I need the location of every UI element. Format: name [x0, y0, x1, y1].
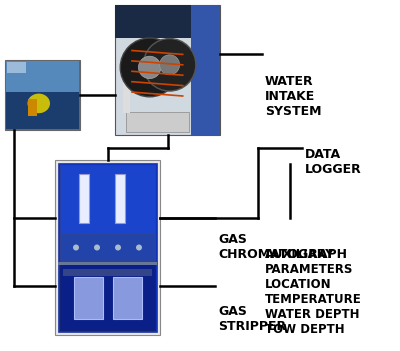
Bar	[74, 277, 103, 319]
Bar	[58, 163, 157, 332]
Bar	[123, 77, 130, 113]
Bar	[126, 112, 188, 132]
Circle shape	[138, 56, 161, 79]
Circle shape	[73, 245, 79, 251]
Bar	[60, 233, 155, 260]
Text: WATER
INTAKE
SYSTEM: WATER INTAKE SYSTEM	[265, 75, 322, 118]
Bar	[6, 92, 79, 129]
Circle shape	[115, 245, 121, 251]
Text: DATA
LOGGER: DATA LOGGER	[305, 148, 362, 176]
Circle shape	[160, 55, 180, 75]
Bar	[60, 165, 155, 266]
Text: GAS
STRIPPER: GAS STRIPPER	[218, 305, 286, 333]
Circle shape	[136, 245, 142, 251]
Bar	[115, 5, 220, 38]
Bar	[58, 261, 157, 265]
Bar	[5, 60, 80, 130]
Bar	[60, 263, 155, 330]
Bar	[79, 174, 90, 223]
Circle shape	[94, 245, 100, 251]
Bar	[190, 5, 220, 135]
Ellipse shape	[28, 94, 50, 113]
Bar	[6, 61, 79, 93]
Circle shape	[120, 38, 179, 97]
Text: AUXILIARY
PARAMETERS
LOCATION
TEMPERATURE
WATER DEPTH
TOW DEPTH: AUXILIARY PARAMETERS LOCATION TEMPERATUR…	[265, 248, 362, 336]
Bar	[115, 174, 125, 223]
Bar	[28, 99, 36, 116]
Bar	[7, 62, 26, 73]
Bar	[55, 160, 160, 335]
Bar	[113, 277, 142, 319]
Circle shape	[143, 39, 196, 91]
Bar	[115, 5, 220, 135]
Text: GAS
CHROMATOGRAPH: GAS CHROMATOGRAPH	[218, 233, 347, 261]
Bar	[63, 269, 152, 276]
